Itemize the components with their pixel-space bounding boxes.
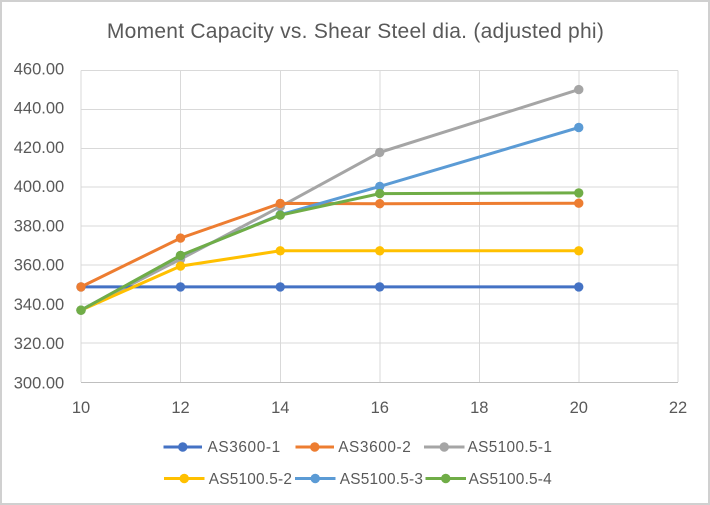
svg-text:AS5100.5-2: AS5100.5-2 [209, 471, 292, 488]
svg-text:18: 18 [470, 399, 488, 417]
svg-text:360.00: 360.00 [14, 257, 64, 275]
svg-text:420.00: 420.00 [14, 139, 64, 157]
svg-text:300.00: 300.00 [14, 374, 64, 392]
svg-text:340.00: 340.00 [14, 296, 64, 314]
svg-text:AS3600-2: AS3600-2 [338, 439, 411, 456]
svg-text:320.00: 320.00 [14, 335, 64, 353]
svg-text:AS5100.5-3: AS5100.5-3 [340, 471, 423, 488]
svg-text:Moment Capacity vs. Shear Stee: Moment Capacity vs. Shear Steel dia. (ad… [107, 20, 604, 43]
svg-text:AS5100.5-1: AS5100.5-1 [468, 439, 553, 456]
svg-text:14: 14 [271, 399, 289, 417]
svg-text:20: 20 [570, 399, 588, 417]
svg-text:380.00: 380.00 [14, 217, 64, 235]
svg-text:AS5100.5-4: AS5100.5-4 [469, 471, 553, 488]
svg-text:440.00: 440.00 [14, 100, 64, 118]
svg-text:400.00: 400.00 [14, 178, 64, 196]
svg-text:22: 22 [669, 399, 687, 417]
svg-text:AS3600-1: AS3600-1 [208, 439, 281, 456]
svg-text:10: 10 [72, 399, 90, 417]
svg-text:460.00: 460.00 [14, 60, 64, 78]
svg-text:12: 12 [171, 399, 189, 417]
svg-text:16: 16 [371, 399, 389, 417]
